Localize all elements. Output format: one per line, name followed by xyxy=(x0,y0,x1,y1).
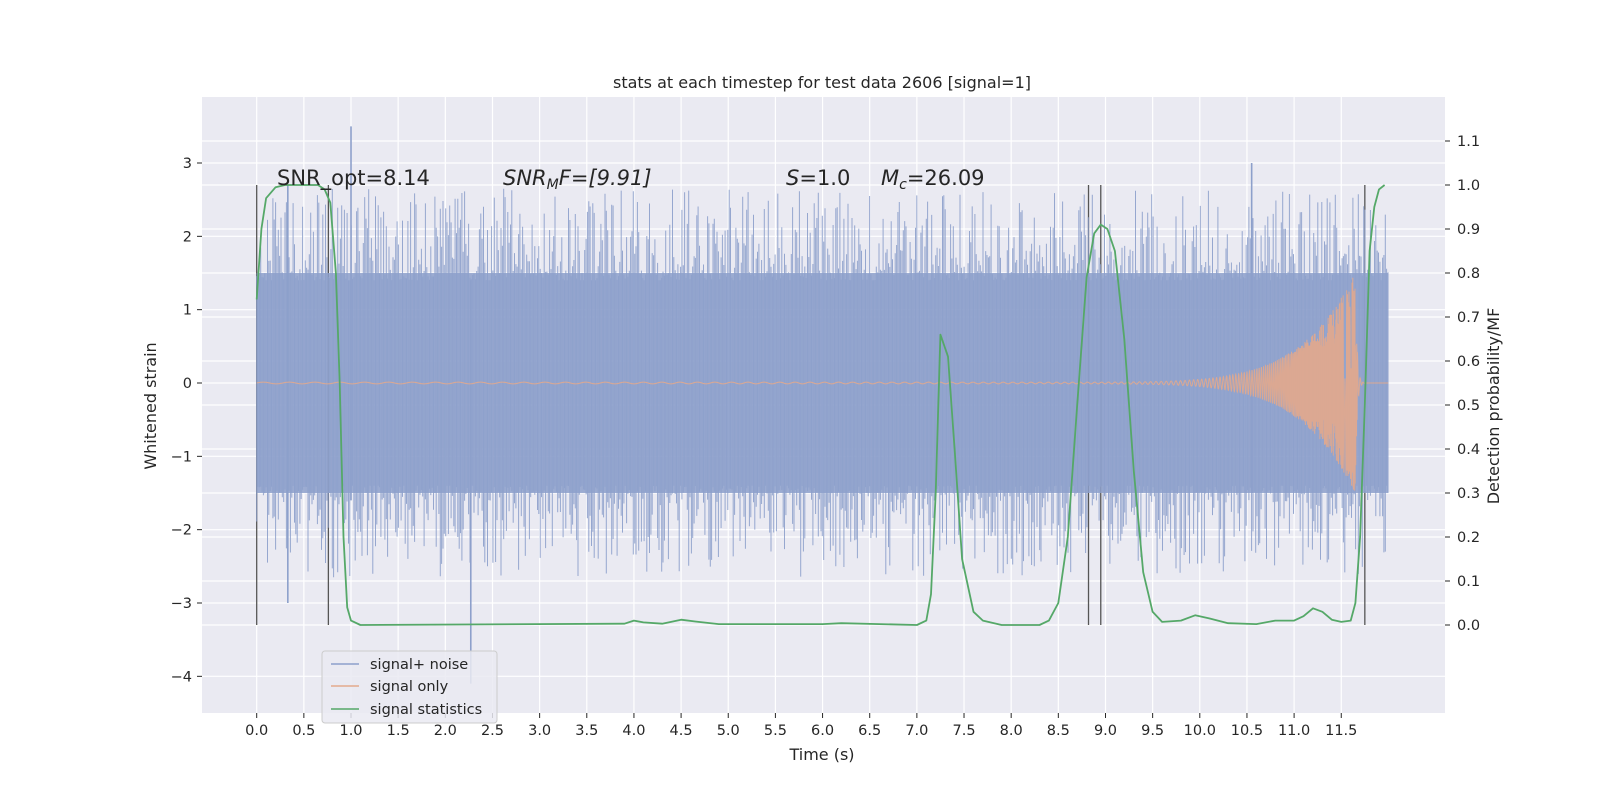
right-y-tick-label: 1.0 xyxy=(1457,178,1480,194)
mc-symbol: M xyxy=(881,166,899,190)
x-tick-label: 7.0 xyxy=(905,723,928,739)
x-tick-label: 8.0 xyxy=(1000,723,1023,739)
right-y-tick-label: 0.5 xyxy=(1457,398,1480,414)
x-tick-label: 9.5 xyxy=(1141,723,1164,739)
left-y-tick-label: 1 xyxy=(183,303,192,319)
signal-only-line xyxy=(256,277,1389,491)
x-tick-label: 4.0 xyxy=(622,723,645,739)
x-axis-ticks: 0.0 0.5 1.0 1.5 2.0 2.5 3.0 3.5 4.0 4.5 5.0 5.5 6.0 6… xyxy=(245,713,1357,739)
legend-label-signal-noise: signal+ noise xyxy=(370,657,468,673)
legend: signal+ noise signal only signal statist… xyxy=(321,650,498,724)
x-tick-label: 11.0 xyxy=(1278,723,1310,739)
left-y-tick-label: −4 xyxy=(171,669,192,685)
right-y-tick-label: 0.2 xyxy=(1457,530,1480,546)
x-tick-label: 0.0 xyxy=(245,723,268,739)
left-y-tick-label: 0 xyxy=(183,376,192,392)
annotation-snr-mf: SNRMF=[9.91] xyxy=(503,166,652,193)
x-tick-label: 9.0 xyxy=(1094,723,1117,739)
mc-sub: c xyxy=(899,177,907,193)
right-y-tick-label: 0.6 xyxy=(1457,354,1480,370)
x-tick-label: 3.0 xyxy=(528,723,551,739)
snr-mf-sub: M xyxy=(547,177,559,193)
snr-mf-rest: F=[9.91] xyxy=(559,166,652,190)
annotation-mc: Mc=26.09 xyxy=(881,166,985,193)
x-tick-label: 7.5 xyxy=(952,723,975,739)
legend-box xyxy=(321,650,498,724)
left-y-tick-label: 3 xyxy=(183,156,192,172)
right-y-axis-label: Detection probability/MF xyxy=(1484,308,1503,505)
x-tick-label: 6.5 xyxy=(858,723,881,739)
x-tick-label: 8.5 xyxy=(1047,723,1070,739)
x-tick-label: 5.0 xyxy=(717,723,740,739)
mc-value: =26.09 xyxy=(907,166,985,190)
snr-mf-base: SNR xyxy=(503,166,547,190)
left-y-tick-label: 2 xyxy=(183,229,192,245)
x-tick-label: 2.0 xyxy=(434,723,457,739)
left-y-tick-label: −2 xyxy=(171,523,192,539)
left-y-tick-label: −3 xyxy=(171,596,192,612)
left-y-axis-label: Whitened strain xyxy=(141,342,160,469)
right-y-tick-label: 1.1 xyxy=(1457,134,1480,150)
right-y-tick-label: 0.8 xyxy=(1457,266,1480,282)
right-y-tick-label: 0.1 xyxy=(1457,574,1480,590)
x-tick-label: 4.5 xyxy=(670,723,693,739)
x-tick-label: 1.5 xyxy=(387,723,410,739)
series-signal-statistics xyxy=(255,184,1386,626)
x-tick-label: 11.5 xyxy=(1325,723,1357,739)
x-tick-label: 10.5 xyxy=(1231,723,1263,739)
x-tick-label: 2.5 xyxy=(481,723,504,739)
legend-label-signal-only: signal only xyxy=(370,679,449,695)
x-tick-label: 10.0 xyxy=(1184,723,1216,739)
x-tick-label: 3.5 xyxy=(575,723,598,739)
annotation-s: S=1.0 xyxy=(786,166,850,190)
x-axis-label: Time (s) xyxy=(788,745,854,764)
left-y-axis-ticks: −4 −3 −2 −1 0 1 2 3 xyxy=(171,156,202,685)
chart-title: stats at each timestep for test data 260… xyxy=(613,73,1031,92)
noise-strokes xyxy=(256,188,1389,578)
left-y-tick-label: −1 xyxy=(171,449,192,465)
legend-label-signal-statistics: signal statistics xyxy=(370,702,482,718)
right-y-tick-label: 0.7 xyxy=(1457,310,1480,326)
right-y-tick-label: 0.9 xyxy=(1457,222,1480,238)
signal-statistics-line xyxy=(255,184,1386,626)
right-y-axis-ticks: 0.0 0.1 0.2 0.3 0.4 0.5 0.6 0.7 0.8 0.9 1.0 1.1 xyxy=(1445,134,1480,634)
x-tick-label: 5.5 xyxy=(764,723,787,739)
right-y-tick-label: 0.0 xyxy=(1457,618,1480,634)
s-value: =1.0 xyxy=(799,166,850,190)
series-signal-only xyxy=(256,277,1389,491)
series-signal-noise xyxy=(256,126,1389,684)
s-symbol: S xyxy=(786,166,799,190)
right-y-tick-label: 0.4 xyxy=(1457,442,1480,458)
x-tick-label: 1.0 xyxy=(339,723,362,739)
annotation-snr-opt: SNR_opt=8.14 xyxy=(277,166,430,191)
x-tick-label: 0.5 xyxy=(292,723,315,739)
right-y-tick-label: 0.3 xyxy=(1457,486,1480,502)
x-tick-label: 6.0 xyxy=(811,723,834,739)
